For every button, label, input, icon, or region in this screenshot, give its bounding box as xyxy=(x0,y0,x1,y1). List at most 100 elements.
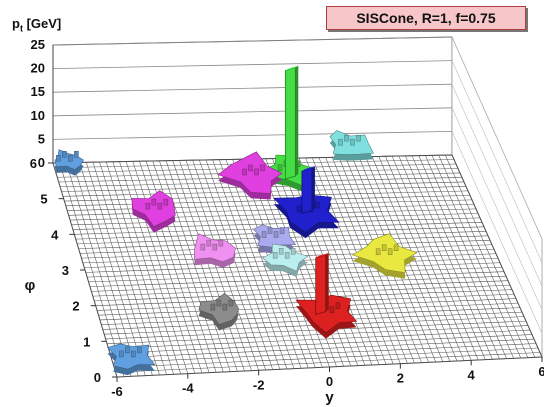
jet-tower xyxy=(125,346,130,354)
y-axis-label: φ xyxy=(25,277,36,294)
x-tick-label: -4 xyxy=(182,381,194,396)
floor-gridline xyxy=(107,325,529,344)
floor-gridline xyxy=(72,217,481,230)
jet-tower xyxy=(68,155,73,162)
floor-gridline xyxy=(112,343,537,364)
floor-gridline xyxy=(172,160,245,372)
spike-side xyxy=(295,65,299,177)
floor-gridline xyxy=(59,162,125,377)
x-tick-label: -2 xyxy=(253,377,265,392)
jet-tower xyxy=(62,151,67,158)
jet-tower xyxy=(216,299,222,307)
y-tick-label: 5 xyxy=(40,192,47,207)
jet-tower xyxy=(290,247,296,255)
jet-tower xyxy=(350,138,355,146)
floor-gridline xyxy=(94,284,511,302)
y-tick-label: 6 xyxy=(30,156,37,171)
floor-gridline xyxy=(115,352,541,373)
spike-top xyxy=(285,65,299,71)
spike-front xyxy=(284,67,296,180)
jet-tower xyxy=(261,231,267,238)
jet-tower xyxy=(375,248,381,255)
jet-tower xyxy=(356,134,361,142)
jet-tower xyxy=(74,151,79,158)
floor-gridline xyxy=(445,155,536,358)
x-tick-label: 2 xyxy=(397,371,404,386)
jet-patch xyxy=(217,151,283,194)
jet-tower xyxy=(284,251,290,259)
floor-gridline xyxy=(418,155,507,359)
floor-gridline xyxy=(125,161,196,374)
floor-gridline xyxy=(92,280,509,297)
floor-gridline xyxy=(111,338,535,359)
jet-tower xyxy=(278,247,284,255)
floor-gridline xyxy=(272,158,352,367)
x-tick-label: 6 xyxy=(538,364,544,379)
spike-side xyxy=(311,166,315,211)
z-tick-label: 5 xyxy=(38,131,45,146)
floor-gridline xyxy=(70,208,477,221)
floor-gridline xyxy=(79,162,146,376)
floor-gridline xyxy=(105,161,174,375)
floor-gridline xyxy=(99,161,167,375)
floor-gridline xyxy=(451,154,543,358)
y-tick-label: 3 xyxy=(62,263,69,278)
floor-gridline xyxy=(92,162,160,376)
floor-gridline xyxy=(425,155,514,359)
z-gridline xyxy=(451,60,543,263)
y-tick-label: 2 xyxy=(72,299,79,314)
floor-gridline xyxy=(71,213,479,226)
jet-tower xyxy=(218,239,224,247)
floor-gridline xyxy=(218,159,295,369)
jet-tower xyxy=(387,248,393,255)
spike-side xyxy=(325,252,329,312)
jet-tower xyxy=(212,243,218,251)
floor-gridline xyxy=(91,275,507,292)
jet-tower xyxy=(272,251,278,259)
x-tick-label: -6 xyxy=(111,384,123,399)
jet-tower xyxy=(56,155,61,162)
floor-gridline xyxy=(192,160,267,371)
jet-tower xyxy=(296,205,302,213)
z-gridline xyxy=(451,36,543,240)
jet-tower xyxy=(277,164,283,171)
floor-gridline xyxy=(119,161,189,374)
floor-gridline xyxy=(179,160,252,371)
z-tick-label: 0 xyxy=(38,155,45,170)
jet-tower xyxy=(242,168,247,176)
spike-top xyxy=(315,252,329,258)
jet-tower xyxy=(163,198,169,206)
x-axis-label: y xyxy=(325,389,334,406)
jet-tower xyxy=(137,346,142,354)
floor-gridline xyxy=(411,155,500,360)
jet-tower xyxy=(329,306,335,313)
spike-front xyxy=(301,167,313,214)
jet-tower xyxy=(338,138,343,146)
y-tick-label: 1 xyxy=(83,334,90,349)
jet-tower xyxy=(393,244,399,251)
y-tick-label: 4 xyxy=(51,227,59,242)
z-tick-label: 20 xyxy=(31,61,45,76)
floor-gridline xyxy=(72,162,139,377)
floor-gridline xyxy=(112,161,182,375)
jet-tower xyxy=(131,350,136,358)
jet-tower xyxy=(267,227,273,234)
z-gridline xyxy=(451,107,543,310)
jet-tower xyxy=(151,198,157,206)
jet-tower xyxy=(344,134,349,142)
jet-tower xyxy=(260,164,265,172)
jet-tower xyxy=(381,244,387,251)
z-gridline xyxy=(52,131,453,140)
z-gridline xyxy=(52,36,453,46)
back-wall xyxy=(52,36,453,164)
jet-tower xyxy=(279,227,285,234)
z-tick-label: 10 xyxy=(31,108,45,123)
x-tick-label: 4 xyxy=(468,367,476,382)
floor-gridline xyxy=(105,320,527,340)
jet-tower xyxy=(157,202,163,210)
y-tick-label: 0 xyxy=(94,370,101,385)
jet-tower xyxy=(248,164,253,172)
z-gridline xyxy=(52,107,453,117)
jet-patch xyxy=(351,233,418,274)
